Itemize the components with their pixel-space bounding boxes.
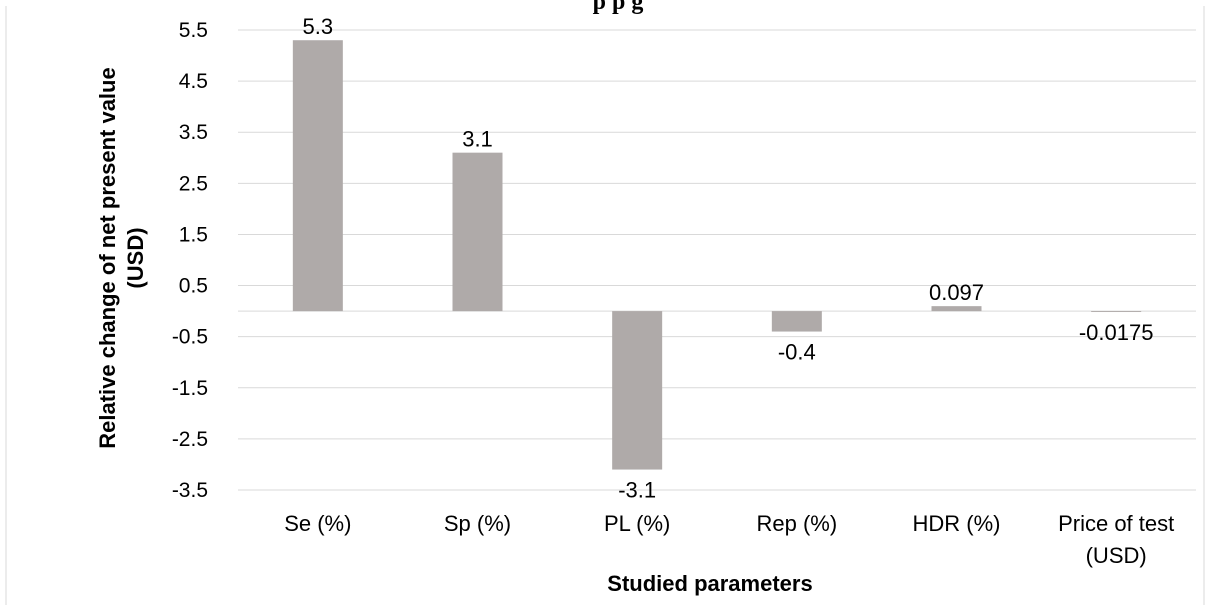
y-tick-label: 2.5 (179, 172, 208, 195)
y-tick-label: -1.5 (172, 377, 208, 400)
data-label: -3.1 (618, 478, 656, 503)
data-label: 3.1 (462, 127, 493, 152)
data-label: 0.097 (929, 280, 984, 305)
bar (452, 152, 503, 312)
y-tick-label: -2.5 (172, 428, 208, 451)
x-axis-ticks: Se (%) Sp (%) PL (%) Rep (%) HDR (%) Price of… (284, 511, 1174, 568)
x-axis-title: Studied parameters (607, 571, 812, 596)
x-tick-label: HDR (%) (913, 511, 1001, 536)
data-label: -0.4 (778, 340, 816, 365)
gridlines (238, 29, 1196, 491)
y-axis-title: Relative change of net present value (USD… (95, 67, 148, 448)
y-tick-label: -0.5 (172, 326, 208, 349)
data-label: 5.3 (303, 14, 334, 39)
y-tick-label: 1.5 (179, 223, 208, 246)
y-axis-title-line: Relative change of net present value (95, 67, 120, 448)
x-tick-label: Sp (%) (444, 511, 511, 536)
y-axis-title-line: (USD) (123, 227, 148, 288)
y-axis-ticks: 5.5 4.5 3.5 2.5 1.5 0.5 -0.5 -1.5 -2.5 -3.5 (172, 19, 208, 502)
bar (292, 40, 343, 312)
bar (771, 311, 822, 332)
x-tick-label: Rep (%) (756, 511, 837, 536)
bar (1091, 311, 1142, 313)
x-tick-label: Se (%) (284, 511, 351, 536)
y-tick-label: 3.5 (179, 121, 208, 144)
clipped-title: p p g (593, 0, 644, 15)
bar (931, 306, 982, 312)
bar (612, 311, 663, 470)
data-labels: 5.3 3.1 -3.1 -0.4 0.097 -0.0175 (303, 14, 1154, 502)
y-tick-label: 0.5 (179, 275, 208, 298)
y-tick-label: 4.5 (179, 70, 208, 93)
x-tick-label: PL (%) (604, 511, 670, 536)
y-tick-label: 5.5 (179, 19, 208, 42)
bars (292, 40, 1142, 470)
x-tick-label: (USD) (1086, 543, 1147, 568)
data-label: -0.0175 (1079, 320, 1154, 345)
y-tick-label: -3.5 (172, 479, 208, 502)
x-tick-label: Price of test (1058, 511, 1174, 536)
